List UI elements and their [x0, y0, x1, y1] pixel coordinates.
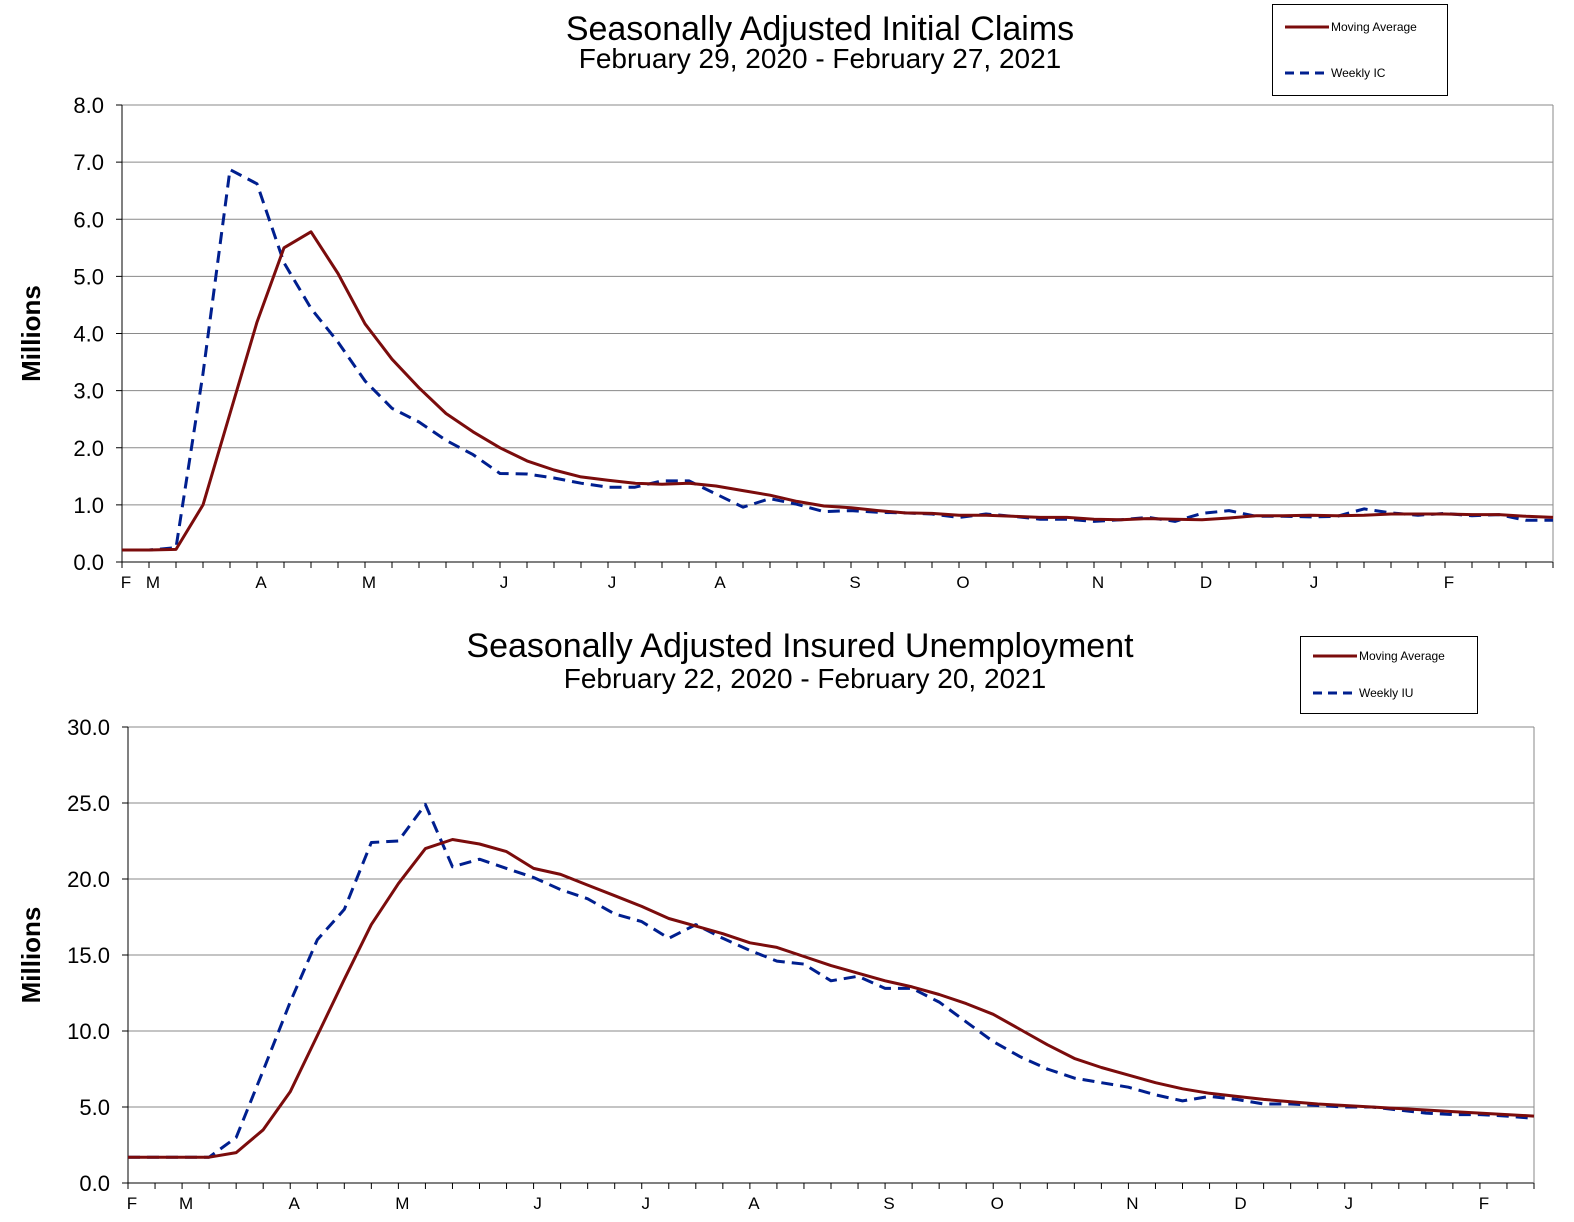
x-tick-label: M — [362, 573, 376, 592]
x-tick-label: A — [255, 573, 267, 592]
x-tick-label: A — [714, 573, 726, 592]
y-tick-label: 2.0 — [73, 436, 104, 461]
dashed-line-swatch-icon — [1285, 70, 1329, 76]
x-tick-label: J — [533, 1194, 542, 1213]
series-line-moving-average — [128, 840, 1534, 1158]
x-tick-label: D — [1200, 573, 1212, 592]
x-tick-label: F — [127, 1194, 137, 1213]
x-tick-label: F — [121, 573, 131, 592]
x-tick-label: A — [748, 1194, 760, 1213]
y-tick-label: 4.0 — [73, 322, 104, 347]
x-tick-label: D — [1234, 1194, 1246, 1213]
x-tick-label: O — [991, 1194, 1004, 1213]
x-tick-label: A — [289, 1194, 301, 1213]
y-tick-label: 15.0 — [67, 943, 110, 968]
x-tick-label: M — [146, 573, 160, 592]
x-tick-label: M — [395, 1194, 409, 1213]
y-tick-label: 7.0 — [73, 150, 104, 175]
y-axis-label: Millions — [16, 285, 46, 382]
x-tick-label: N — [1126, 1194, 1138, 1213]
x-tick-label: F — [1444, 573, 1454, 592]
x-tick-label: J — [1344, 1194, 1353, 1213]
y-tick-label: 8.0 — [73, 93, 104, 118]
y-tick-label: 10.0 — [67, 1019, 110, 1044]
x-tick-label: N — [1092, 573, 1104, 592]
insured-unemployment-panel: Seasonally Adjusted Insured Unemployment… — [0, 612, 1574, 1222]
legend-label: Moving Average — [1331, 20, 1417, 34]
x-tick-label: J — [641, 1194, 650, 1213]
x-tick-label: J — [608, 573, 617, 592]
y-tick-label: 0.0 — [79, 1171, 110, 1196]
legend-item-weekly-iu: Weekly IU — [1313, 685, 1413, 701]
legend-item-moving-average: Moving Average — [1285, 19, 1417, 35]
legend-label: Weekly IU — [1359, 686, 1413, 700]
x-tick-label: M — [179, 1194, 193, 1213]
x-tick-label: S — [849, 573, 860, 592]
y-tick-label: 1.0 — [73, 493, 104, 518]
x-tick-label: J — [1310, 573, 1319, 592]
legend-item-weekly-ic: Weekly IC — [1285, 65, 1385, 81]
legend-item-moving-average: Moving Average — [1313, 648, 1445, 664]
series-line-weekly — [122, 170, 1553, 550]
solid-line-swatch-icon — [1313, 653, 1357, 659]
legend-label: Weekly IC — [1331, 66, 1385, 80]
y-tick-label: 6.0 — [73, 207, 104, 232]
chart-legend: Moving Average Weekly IU — [1300, 636, 1478, 714]
x-tick-label: J — [500, 573, 509, 592]
dashed-line-swatch-icon — [1313, 690, 1357, 696]
solid-line-swatch-icon — [1285, 24, 1329, 30]
y-tick-label: 5.0 — [79, 1095, 110, 1120]
y-tick-label: 5.0 — [73, 264, 104, 289]
y-tick-label: 20.0 — [67, 867, 110, 892]
legend-label: Moving Average — [1359, 649, 1445, 663]
initial-claims-panel: Seasonally Adjusted Initial Claims Febru… — [0, 0, 1574, 612]
y-tick-label: 30.0 — [67, 715, 110, 740]
x-tick-label: O — [956, 573, 969, 592]
y-tick-label: 0.0 — [73, 550, 104, 575]
x-tick-label: F — [1479, 1194, 1489, 1213]
x-tick-label: S — [883, 1194, 894, 1213]
y-tick-label: 3.0 — [73, 379, 104, 404]
y-tick-label: 25.0 — [67, 791, 110, 816]
chart-legend: Moving Average Weekly IC — [1272, 4, 1448, 96]
y-axis-label: Millions — [16, 907, 46, 1004]
